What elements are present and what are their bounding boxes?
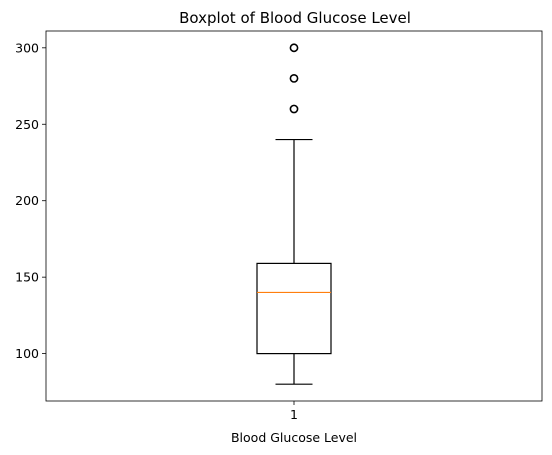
y-tick-label: 300 bbox=[15, 40, 39, 55]
chart-title: Boxplot of Blood Glucose Level bbox=[179, 9, 411, 27]
outlier-point bbox=[290, 75, 297, 82]
y-tick-label: 100 bbox=[15, 346, 39, 361]
box-iqr bbox=[257, 263, 331, 353]
y-axis: 100 150 200 250 300 bbox=[15, 40, 46, 361]
x-tick-label: 1 bbox=[290, 407, 298, 422]
y-tick-label: 250 bbox=[15, 117, 39, 132]
y-tick-label: 150 bbox=[15, 270, 39, 285]
outlier-point bbox=[290, 105, 297, 112]
y-tick-label: 200 bbox=[15, 193, 39, 208]
outlier-point bbox=[290, 44, 297, 51]
x-axis: 1 bbox=[290, 401, 298, 422]
x-axis-label: Blood Glucose Level bbox=[231, 430, 357, 445]
boxplot-series bbox=[257, 44, 331, 384]
